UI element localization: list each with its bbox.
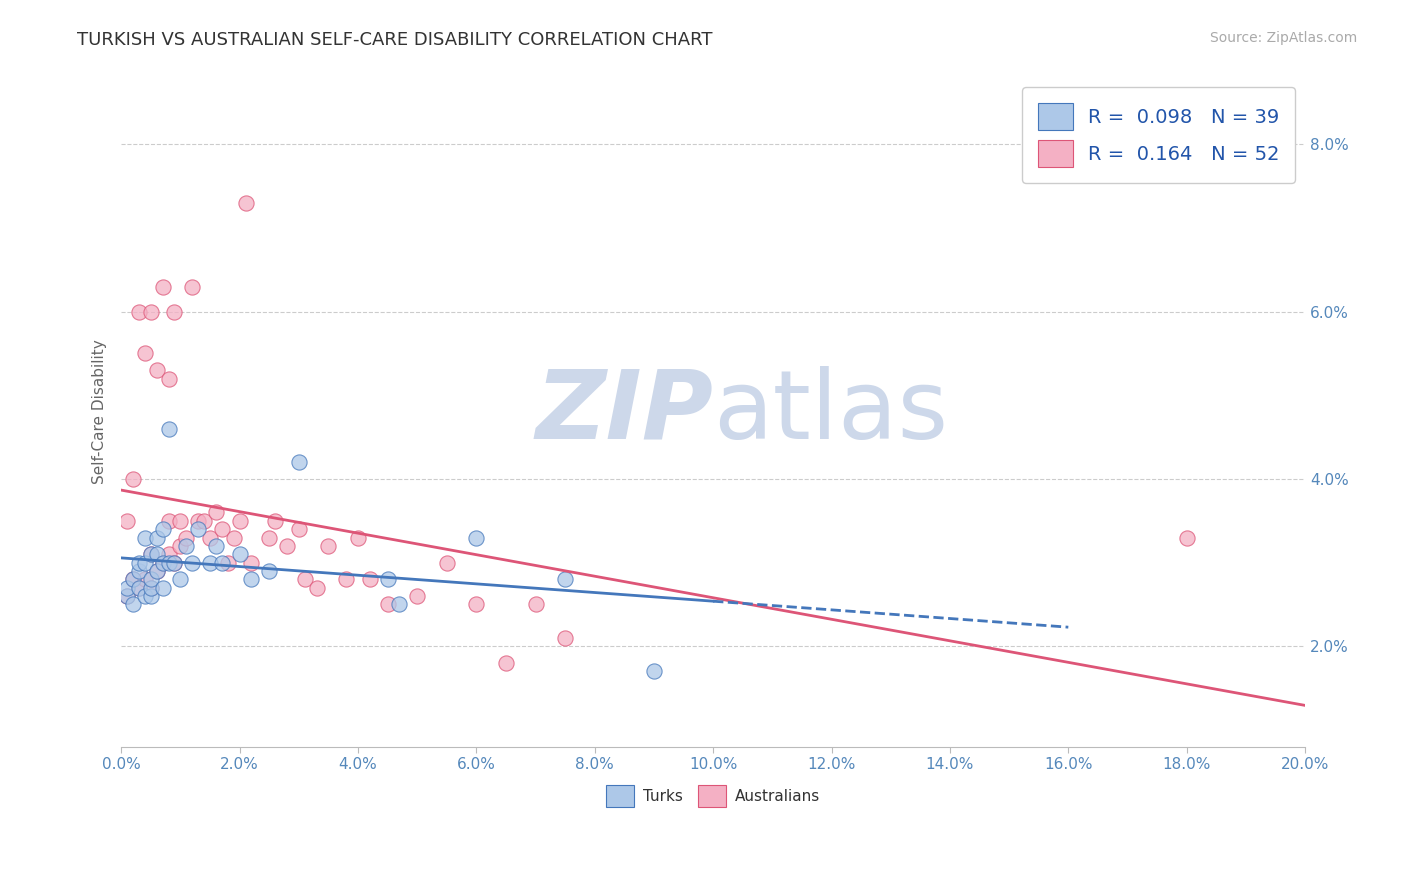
Point (115, 581, 138, 595)
Point (436, 556, 458, 570)
Point (122, 572, 145, 586)
Point (128, 304, 150, 318)
Point (240, 572, 263, 586)
Point (276, 539, 298, 553)
Point (145, 564, 167, 578)
Point (465, 598, 488, 612)
Point (288, 455, 311, 469)
Point (406, 589, 429, 603)
Point (157, 514, 180, 528)
Point (145, 547, 167, 561)
Point (217, 556, 239, 570)
Point (128, 556, 150, 570)
Point (181, 279, 204, 293)
Point (169, 514, 191, 528)
Point (152, 556, 174, 570)
Point (359, 572, 381, 586)
Point (318, 539, 340, 553)
Point (163, 304, 186, 318)
Point (134, 572, 156, 586)
Point (211, 522, 233, 536)
Point (198, 531, 221, 545)
Point (305, 581, 328, 595)
Point (187, 522, 209, 536)
Point (134, 589, 156, 603)
Point (134, 531, 156, 545)
Point (205, 539, 228, 553)
Point (157, 547, 180, 561)
Point (235, 195, 257, 210)
Point (257, 564, 280, 578)
Point (169, 572, 191, 586)
Point (115, 514, 138, 528)
Point (377, 572, 399, 586)
Point (465, 531, 488, 545)
Point (643, 665, 665, 679)
Point (115, 589, 138, 603)
Point (495, 656, 517, 670)
Text: Source: ZipAtlas.com: Source: ZipAtlas.com (1209, 31, 1357, 45)
Point (524, 598, 547, 612)
Point (205, 505, 228, 519)
Point (139, 547, 162, 561)
Point (139, 572, 162, 586)
Point (377, 598, 399, 612)
Point (139, 581, 162, 595)
Point (211, 556, 233, 570)
Point (122, 598, 145, 612)
Point (157, 422, 180, 436)
Point (152, 581, 174, 595)
Point (257, 531, 280, 545)
Point (1175, 531, 1198, 545)
Point (145, 564, 167, 578)
Point (115, 589, 138, 603)
Point (163, 556, 186, 570)
Point (554, 572, 576, 586)
Point (139, 581, 162, 595)
Point (388, 598, 411, 612)
Point (347, 531, 370, 545)
Point (145, 363, 167, 377)
Point (264, 514, 287, 528)
Point (139, 304, 162, 318)
Point (181, 556, 204, 570)
Point (176, 531, 198, 545)
Point (128, 564, 150, 578)
Point (152, 279, 174, 293)
Point (134, 346, 156, 360)
Point (139, 547, 162, 561)
Point (193, 514, 215, 528)
Point (294, 572, 316, 586)
Point (128, 581, 150, 595)
Point (222, 531, 245, 545)
Text: TURKISH VS AUSTRALIAN SELF-CARE DISABILITY CORRELATION CHART: TURKISH VS AUSTRALIAN SELF-CARE DISABILI… (77, 31, 713, 49)
Text: atlas: atlas (713, 366, 948, 458)
Point (228, 547, 250, 561)
Point (139, 589, 162, 603)
Point (128, 581, 150, 595)
Legend: Turks, Australians: Turks, Australians (600, 779, 827, 813)
Point (187, 514, 209, 528)
Point (169, 539, 191, 553)
Point (198, 556, 221, 570)
Point (554, 631, 576, 645)
Point (228, 514, 250, 528)
Point (145, 531, 167, 545)
Point (152, 522, 174, 536)
Point (152, 556, 174, 570)
Point (240, 556, 263, 570)
Y-axis label: Self-Care Disability: Self-Care Disability (93, 340, 107, 484)
Point (288, 522, 311, 536)
Point (157, 556, 180, 570)
Point (163, 556, 186, 570)
Point (335, 572, 357, 586)
Point (157, 371, 180, 385)
Point (122, 572, 145, 586)
Point (134, 556, 156, 570)
Text: ZIP: ZIP (536, 366, 713, 458)
Point (122, 472, 145, 486)
Point (176, 539, 198, 553)
